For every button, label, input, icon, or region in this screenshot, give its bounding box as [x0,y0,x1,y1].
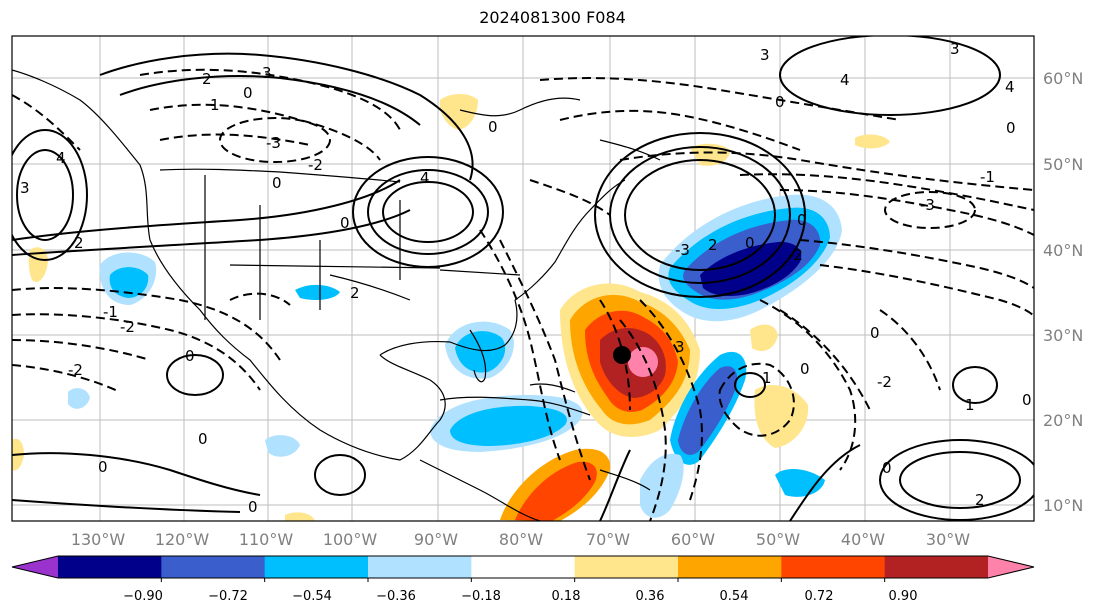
storm-center-marker [613,346,631,364]
contour-label: 4 [56,149,66,167]
contour-label: 0 [800,360,810,378]
contour-label: -3 [266,134,281,152]
colorbar-tick-label: 0.72 [805,589,834,604]
colorbar-extend-min [12,556,58,578]
contour-label: 2 [975,491,985,509]
colorbar-segment [264,556,369,578]
contour-label: 0 [198,430,208,448]
colorbar-segment [781,556,886,578]
contour-label: 2 [202,70,212,88]
contour-label: -1 [103,303,118,321]
colorbar-tick-label: 0.36 [636,589,665,604]
longitude-axis: 130°W 120°W 110°W 100°W 90°W 80°W 70°W 6… [71,530,970,549]
lon-label: 130°W [71,530,126,549]
contour-label: -2 [120,318,135,336]
colorbar-segment [58,556,162,578]
contour-label: 0 [870,324,880,342]
colorbar-extend-max [988,556,1034,578]
contour-label: 0 [272,174,282,192]
lon-label: 110°W [239,530,294,549]
shaded-fields [12,94,890,521]
contour-label: 0 [488,118,498,136]
colorbar-segment [161,556,266,578]
colorbar-tick-label: −0.72 [208,589,248,604]
contour-label: 3 [950,40,960,58]
colorbar-tick-label: −0.18 [461,589,501,604]
lon-label: 100°W [323,530,378,549]
contour-label: -2 [788,246,803,264]
colorbar-outline [11,555,1035,579]
contour-label: 0 [340,214,350,232]
contour-label: 0 [1006,119,1016,137]
colorbar-segment [368,556,472,578]
colorbar-tick-label: −0.90 [123,589,163,604]
contour-label: 0 [248,498,258,516]
contour-label: 2 [708,236,718,254]
lat-label: 60°N [1043,69,1083,88]
contour-label: -1 [980,168,995,186]
contour-label: -2 [308,156,323,174]
contour-label: 0 [243,84,253,102]
lat-label: 10°N [1043,496,1083,515]
contour-label: 0 [745,234,755,252]
contour-label-group: 3 2 1 0 -3 -2 0 0 4 4 3 2 -1 -2 -2 0 0 0… [20,40,1032,516]
contour-label: 2 [350,284,360,302]
contour-label: 0 [882,459,892,477]
colorbar-tick-label: −0.54 [292,589,332,604]
colorbar-segment [574,556,679,578]
lon-label: 40°W [841,530,885,549]
lat-label: 30°N [1043,326,1083,345]
colorbar-tick-label: 0.54 [720,589,749,604]
lon-label: 30°W [926,530,970,549]
coastlines [12,69,661,521]
contour-label: 4 [420,169,430,187]
contour-label: 0 [775,93,785,111]
lat-label: 50°N [1043,155,1083,174]
contour-label: 3 [760,46,770,64]
contour-label: 3 [20,179,30,197]
contour-label: 0 [1022,391,1032,409]
colorbar [11,555,1035,582]
lon-label: 70°W [586,530,630,549]
lon-label: 50°W [756,530,800,549]
colorbar-tick-label: 0.18 [552,589,581,604]
map-border [11,35,1035,522]
lat-label: 20°N [1043,411,1083,430]
contour-label: -3 [920,196,935,214]
contour-label: -2 [68,361,83,379]
lon-label: 90°W [414,530,458,549]
colorbar-tick-label: 0.90 [889,589,918,604]
lon-label: 80°W [499,530,543,549]
contour-label: -2 [877,373,892,391]
lon-label: 60°W [671,530,715,549]
latitude-axis: 60°N 50°N 40°N 30°N 20°N 10°N [1043,69,1083,515]
colorbar-segment [678,556,782,578]
contour-label: 1 [210,96,220,114]
colorbar-segment [884,556,989,578]
contour-label: 0 [98,458,108,476]
colorbar-labels: −0.90 −0.72 −0.54 −0.36 −0.18 0.18 0.36 … [123,589,917,604]
lon-label: 120°W [155,530,210,549]
contour-label: 2 [74,234,84,252]
contour-label: 4 [1005,78,1015,96]
colorbar-tick-label: −0.36 [376,589,416,604]
contour-label: 1 [762,369,772,387]
contour-label: 3 [675,338,685,356]
contour-label: 3 [262,64,272,82]
contour-label: 4 [840,71,850,89]
lat-label: 40°N [1043,241,1083,260]
colorbar-segment [471,556,576,578]
contour-label: 0 [185,347,195,365]
contours-solid [12,36,1034,521]
contour-label: 1 [965,396,975,414]
contour-label: 0 [797,211,807,229]
map-title: 2024081300 F084 [479,8,626,27]
contour-label: -3 [675,241,690,259]
contours-dashed [12,68,1034,521]
